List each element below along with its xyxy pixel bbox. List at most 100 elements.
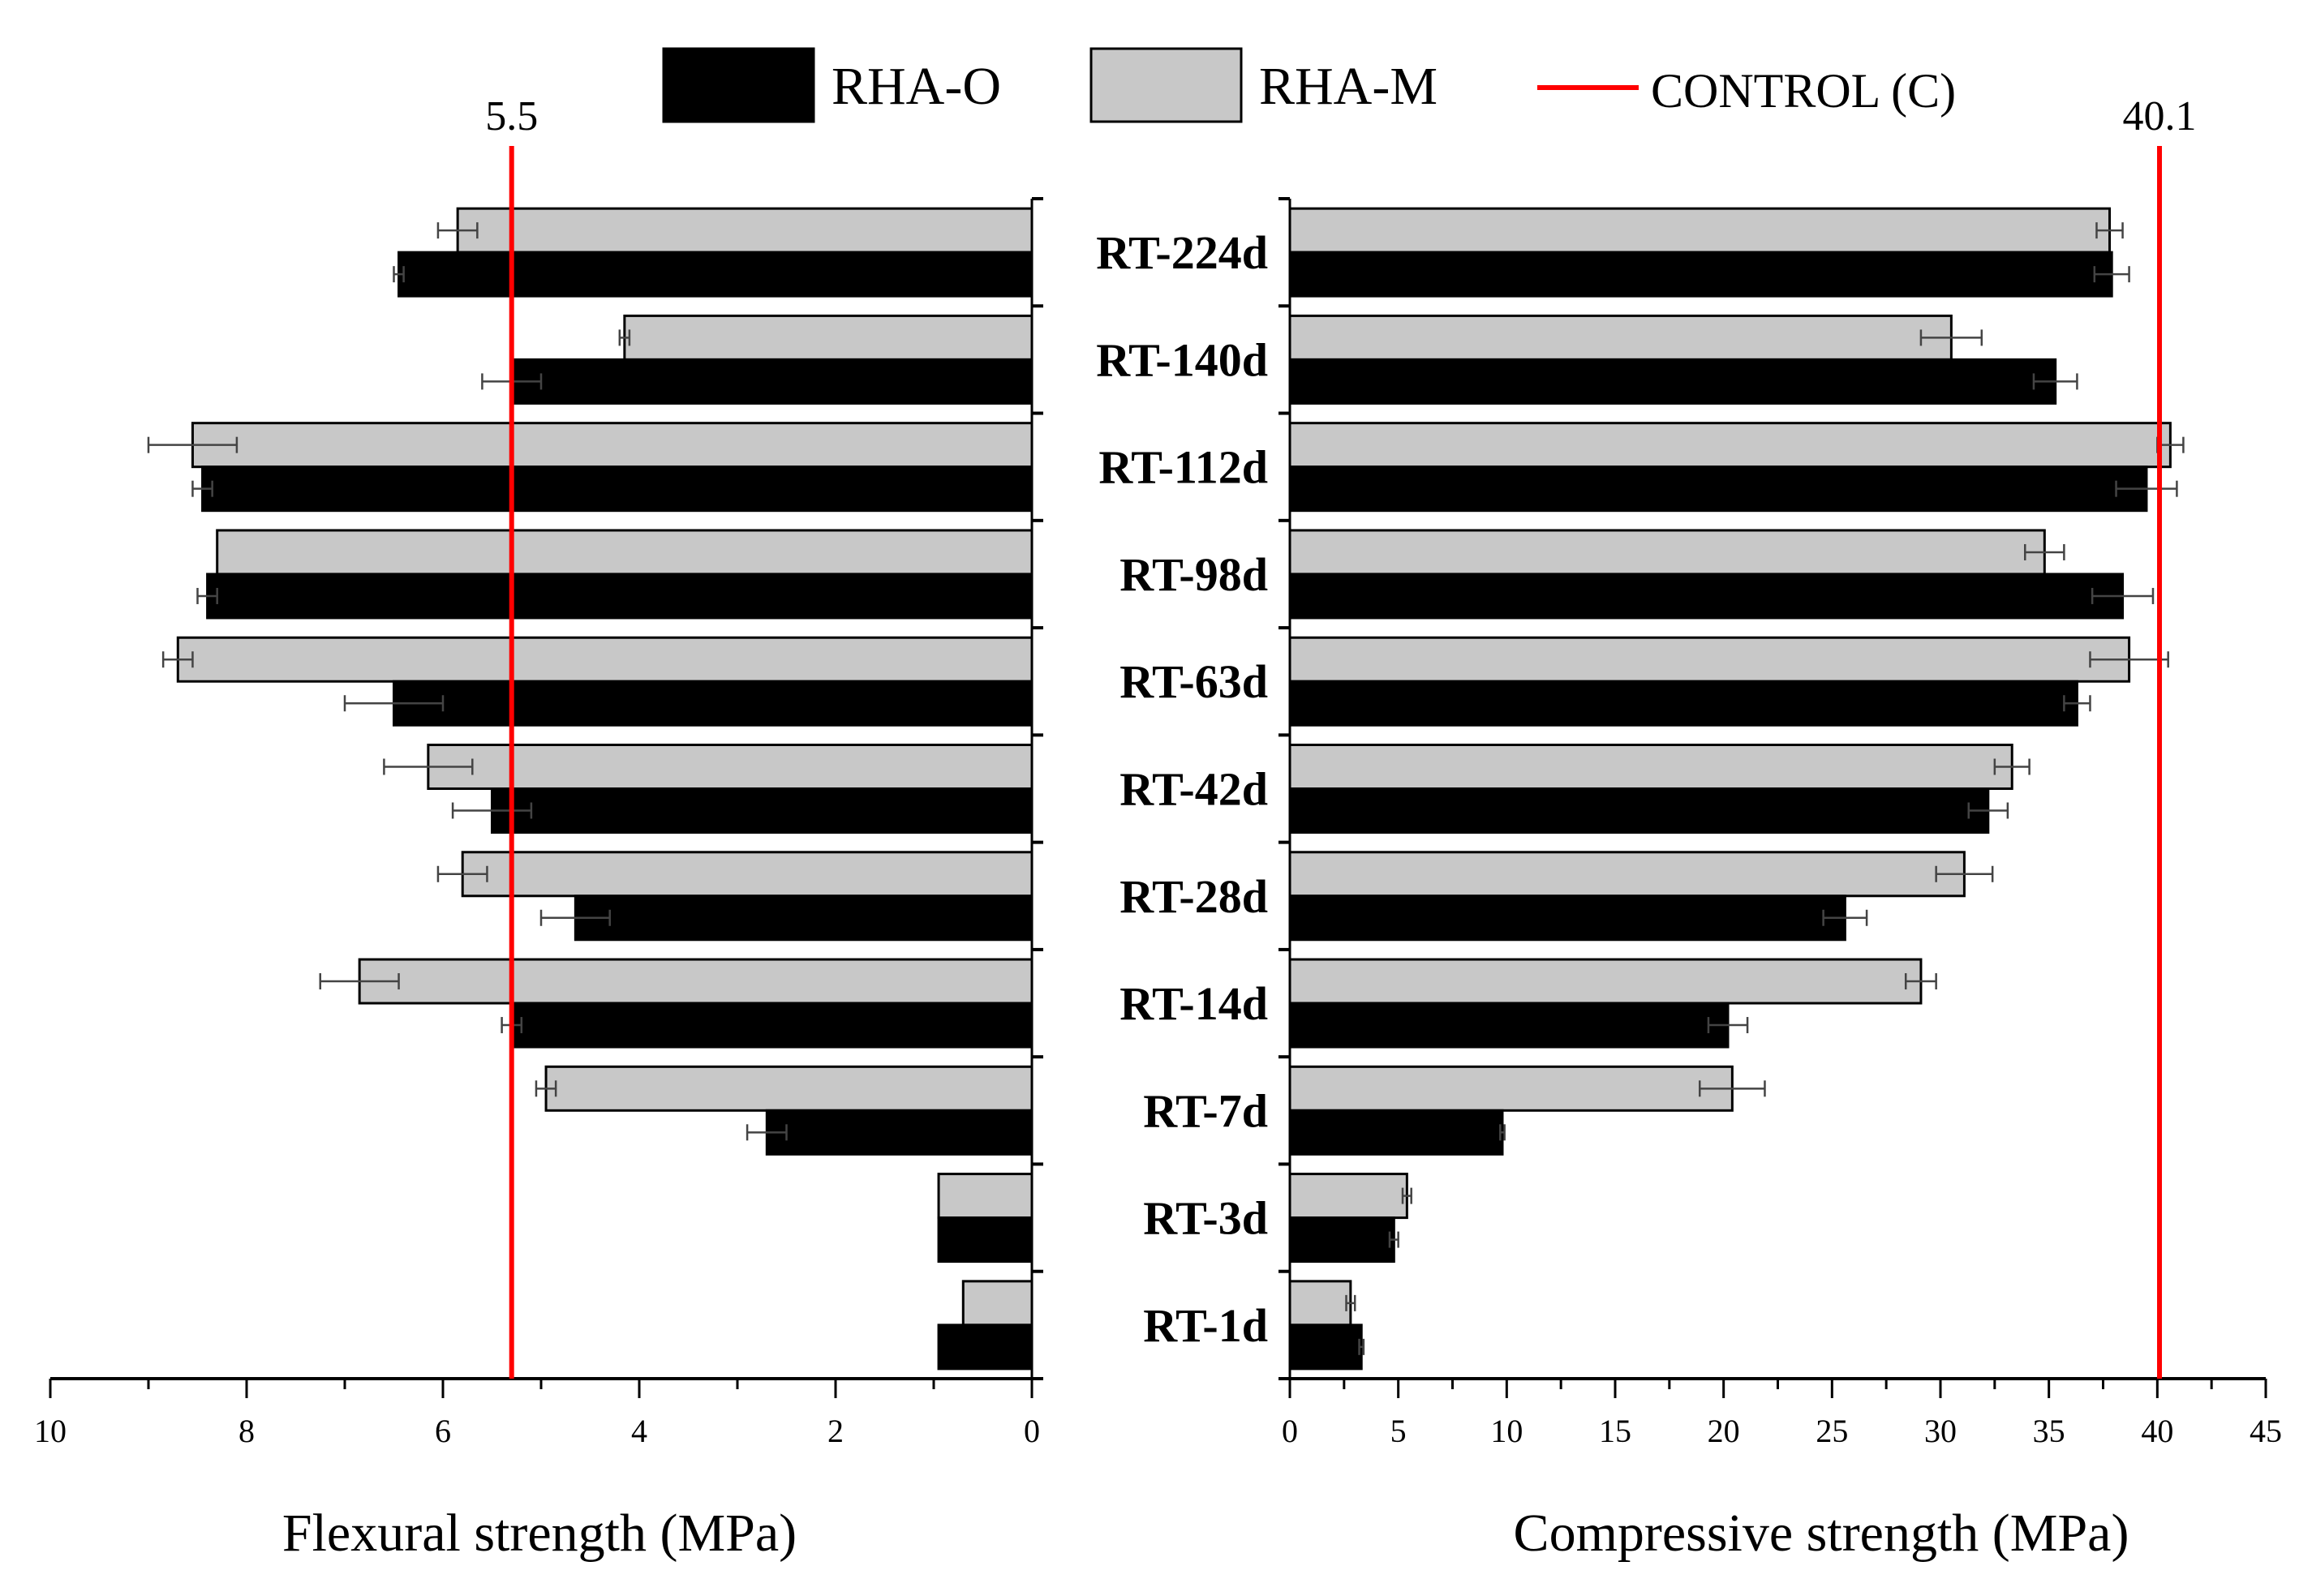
compressive-x-tick-label: 0 <box>1282 1413 1298 1449</box>
flexural-bar-rha-o-rt-14d <box>510 1002 1034 1049</box>
compressive-errorbar-rha-m-rt-98d <box>2024 543 2065 560</box>
category-label-rt-140d: RT-140d <box>1096 333 1268 386</box>
compressive-errorbar-rha-m-rt-224d <box>2095 222 2124 239</box>
legend-swatch-rha-m <box>1089 47 1243 123</box>
compressive-errorbar-rha-o-rt-7d <box>1499 1124 1506 1141</box>
flexural-bar-rha-m-rt-112d <box>191 422 1034 469</box>
compressive-errorbar-rha-o-rt-1d <box>1358 1338 1365 1355</box>
flexural-errorbar-rha-m-rt-63d <box>161 651 194 668</box>
compressive-bar-rha-m-rt-98d <box>1288 529 2046 576</box>
flexural-bar-rha-m-rt-63d <box>176 636 1034 683</box>
legend-label-rha-m: RHA-M <box>1259 57 1437 116</box>
compressive-bar-rha-o-rt-224d <box>1288 251 2113 298</box>
compressive-x-tick-label: 25 <box>1816 1413 1848 1449</box>
category-label-rt-3d: RT-3d <box>1143 1192 1268 1245</box>
flexural-bar-rha-m-rt-42d <box>427 744 1034 790</box>
compressive-x-tick-label: 15 <box>1599 1413 1631 1449</box>
flexural-errorbar-rha-o-rt-42d <box>451 802 533 819</box>
compressive-errorbar-rha-o-rt-28d <box>1822 909 1868 926</box>
flexural-bar-rha-o-rt-42d <box>491 787 1034 834</box>
compressive-bar-rha-m-rt-7d <box>1288 1065 1734 1112</box>
compressive-x-tick-label: 35 <box>2033 1413 2065 1449</box>
compressive-errorbar-rha-o-rt-63d <box>2063 695 2091 712</box>
flexural-errorbar-rha-o-rt-112d <box>191 480 213 497</box>
compressive-errorbar-rha-m-rt-140d <box>1919 329 1983 346</box>
compressive-errorbar-rha-m-rt-1d <box>1345 1294 1356 1311</box>
legend-label-rha-o: RHA-O <box>832 57 1001 116</box>
flexural-errorbar-rha-m-rt-42d <box>383 758 474 775</box>
legend-label-control: CONTROL (C) <box>1651 64 1956 118</box>
flexural-bar-rha-m-rt-224d <box>456 207 1034 254</box>
category-labels: RT-224d RT-140d RT-112d RT-98d RT-63d RT-42d R… <box>1096 226 1268 1352</box>
flexural-errorbar-rha-o-rt-7d <box>746 1124 788 1141</box>
compressive-bar-rha-m-rt-1d <box>1288 1280 1352 1327</box>
flexural-errorbar-rha-m-rt-112d <box>147 436 239 453</box>
flexural-x-tick-label: 4 <box>631 1413 647 1449</box>
flexural-x-tick-label: 2 <box>827 1413 844 1449</box>
flexural-bars <box>147 207 1034 1371</box>
compressive-errorbar-rha-m-rt-3d <box>1401 1187 1412 1204</box>
compressive-bar-rha-o-rt-140d <box>1288 358 2057 405</box>
flexural-errorbar-rha-o-rt-98d <box>196 587 218 604</box>
compressive-errorbar-rha-m-rt-42d <box>1993 758 2031 775</box>
compressive-control-label: 40.1 <box>2123 93 2197 139</box>
flexural-bar-rha-o-rt-112d <box>201 466 1034 513</box>
compressive-bar-rha-o-rt-14d <box>1288 1002 1730 1049</box>
category-label-rt-42d: RT-42d <box>1119 763 1268 816</box>
compressive-bar-rha-o-rt-28d <box>1288 895 1846 942</box>
flexural-bar-rha-m-rt-98d <box>216 529 1034 576</box>
flexural-errorbar-rha-o-rt-28d <box>539 909 611 926</box>
compressive-errorbar-rha-o-rt-112d <box>2115 480 2178 497</box>
flexural-panel: 10 8 6 4 2 0 5.5 Flexural strength (MPa) <box>34 93 1043 1563</box>
category-label-rt-7d: RT-7d <box>1143 1084 1268 1137</box>
compressive-bar-rha-o-rt-98d <box>1288 573 2125 620</box>
flexural-control-label: 5.5 <box>485 93 538 139</box>
legend: RHA-O RHA-M CONTROL (C) <box>662 47 1956 123</box>
compressive-bar-rha-o-rt-1d <box>1288 1324 1363 1371</box>
category-label-rt-112d: RT-112d <box>1098 441 1268 494</box>
flexural-bar-rha-m-rt-1d <box>961 1280 1034 1327</box>
category-label-rt-98d: RT-98d <box>1119 548 1268 601</box>
compressive-errorbar-rha-m-rt-7d <box>1699 1080 1766 1097</box>
flexural-bar-rha-m-rt-7d <box>544 1065 1034 1112</box>
compressive-panel: 0 5 10 15 20 25 30 35 40 45 40.1 Compressive stre… <box>1278 93 2282 1563</box>
compressive-x-axis-title: Compressive strength (MPa) <box>1514 1504 2129 1563</box>
compressive-x-tick-label: 5 <box>1390 1413 1407 1449</box>
compressive-errorbar-rha-o-rt-224d <box>2093 266 2130 283</box>
compressive-errorbar-rha-o-rt-98d <box>2091 587 2155 604</box>
flexural-bar-rha-o-rt-140d <box>510 358 1034 405</box>
compressive-reference-line: 40.1 <box>2123 93 2197 1379</box>
compressive-x-axis: 0 5 10 15 20 25 30 35 40 45 <box>1278 197 2282 1449</box>
flexural-bar-rha-m-rt-3d <box>937 1173 1034 1220</box>
flexural-x-tick-label: 10 <box>34 1413 67 1449</box>
flexural-x-tick-label: 6 <box>435 1413 451 1449</box>
compressive-errorbar-rha-o-rt-3d <box>1388 1231 1399 1248</box>
compressive-errorbar-rha-m-rt-63d <box>2089 651 2169 668</box>
compressive-errorbar-rha-o-rt-14d <box>1707 1017 1749 1034</box>
compressive-errorbar-rha-o-rt-42d <box>1967 802 2009 819</box>
flexural-errorbar-rha-m-rt-224d <box>436 222 479 239</box>
compressive-bar-rha-o-rt-3d <box>1288 1216 1395 1264</box>
flexural-errorbar-rha-m-rt-14d <box>319 973 400 990</box>
flexural-bar-rha-o-rt-7d <box>765 1109 1034 1156</box>
flexural-x-tick-label: 8 <box>239 1413 255 1449</box>
compressive-bar-rha-m-rt-112d <box>1288 422 2172 469</box>
compressive-bar-rha-m-rt-28d <box>1288 851 1966 898</box>
flexural-errorbar-rha-m-rt-140d <box>618 329 631 346</box>
category-label-rt-14d: RT-14d <box>1119 977 1268 1030</box>
compressive-x-tick-label: 45 <box>2250 1413 2282 1449</box>
flexural-errorbar-rha-o-rt-224d <box>393 266 405 283</box>
compressive-errorbar-rha-o-rt-140d <box>2032 373 2078 390</box>
flexural-x-axis-title: Flexural strength (MPa) <box>282 1504 797 1563</box>
compressive-x-tick-label: 30 <box>1924 1413 1957 1449</box>
compressive-bar-rha-o-rt-63d <box>1288 680 2078 727</box>
flexural-errorbar-rha-m-rt-7d <box>535 1080 557 1097</box>
compressive-x-tick-label: 20 <box>1708 1413 1740 1449</box>
flexural-bar-rha-m-rt-140d <box>623 314 1034 361</box>
legend-swatch-rha-o <box>662 47 815 123</box>
flexural-errorbar-rha-o-rt-63d <box>343 695 445 712</box>
flexural-x-tick-label: 0 <box>1024 1413 1040 1449</box>
compressive-bar-rha-o-rt-112d <box>1288 466 2148 513</box>
flexural-bar-rha-o-rt-28d <box>574 895 1034 942</box>
compressive-bar-rha-m-rt-3d <box>1288 1173 1408 1220</box>
